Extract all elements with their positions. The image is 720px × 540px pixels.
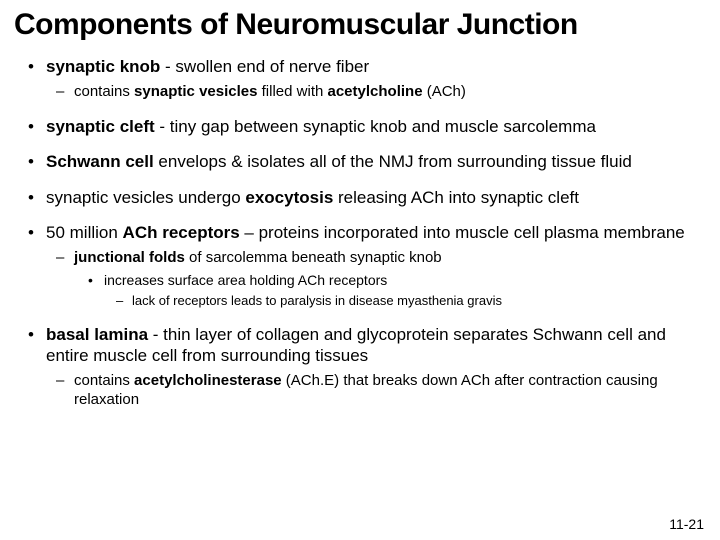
sub-sub-sub-text: lack of receptors leads to paralysis in … bbox=[132, 293, 502, 308]
sub-text: contains bbox=[74, 83, 134, 100]
sub-sub-list: increases surface area holding ACh recep… bbox=[74, 272, 706, 310]
bullet-list: synaptic knob - swollen end of nerve fib… bbox=[14, 56, 706, 410]
bullet-text-bold: ACh receptors bbox=[123, 223, 240, 242]
sub-text: of sarcolemma beneath synaptic knob bbox=[185, 249, 442, 266]
bullet-text-bold: synaptic cleft bbox=[46, 117, 155, 136]
sub-text-bold: acetylcholine bbox=[328, 83, 423, 100]
sub-text-bold: junctional folds bbox=[74, 249, 185, 266]
bullet-text: - tiny gap between synaptic knob and mus… bbox=[155, 117, 596, 136]
bullet-text-bold: Schwann cell bbox=[46, 152, 154, 171]
bullet-text: envelops & isolates all of the NMJ from … bbox=[154, 152, 632, 171]
sub-text-bold: synaptic vesicles bbox=[134, 83, 257, 100]
sub-list: contains acetylcholinesterase (ACh.E) th… bbox=[46, 372, 706, 410]
page-number: 11-21 bbox=[669, 516, 704, 532]
bullet-item: Schwann cell envelops & isolates all of … bbox=[14, 151, 706, 172]
bullet-text: releasing ACh into synaptic cleft bbox=[333, 188, 579, 207]
bullet-text: – proteins incorporated into muscle cell… bbox=[240, 223, 685, 242]
bullet-text-bold: basal lamina bbox=[46, 325, 148, 344]
sub-sub-sub-list: lack of receptors leads to paralysis in … bbox=[104, 293, 706, 309]
sub-bullet-item: contains acetylcholinesterase (ACh.E) th… bbox=[46, 372, 706, 410]
sub-text: filled with bbox=[257, 83, 327, 100]
sub-list: contains synaptic vesicles filled with a… bbox=[46, 83, 706, 102]
bullet-item: synaptic cleft - tiny gap between synapt… bbox=[14, 116, 706, 137]
bullet-item: 50 million ACh receptors – proteins inco… bbox=[14, 222, 706, 310]
sub-text-bold: acetylcholinesterase bbox=[134, 372, 282, 389]
sub-sub-text: increases surface area holding ACh recep… bbox=[104, 272, 387, 288]
bullet-item: synaptic vesicles undergo exocytosis rel… bbox=[14, 187, 706, 208]
bullet-item: basal lamina - thin layer of collagen an… bbox=[14, 324, 706, 410]
sub-sub-sub-bullet-item: lack of receptors leads to paralysis in … bbox=[104, 293, 706, 309]
sub-text: contains bbox=[74, 372, 134, 389]
bullet-item: synaptic knob - swollen end of nerve fib… bbox=[14, 56, 706, 102]
sub-bullet-item: junctional folds of sarcolemma beneath s… bbox=[46, 249, 706, 310]
bullet-text: synaptic vesicles undergo bbox=[46, 188, 245, 207]
sub-sub-bullet-item: increases surface area holding ACh recep… bbox=[74, 272, 706, 310]
sub-text: (ACh) bbox=[423, 83, 466, 100]
bullet-text: - swollen end of nerve fiber bbox=[160, 57, 369, 76]
sub-list: junctional folds of sarcolemma beneath s… bbox=[46, 249, 706, 310]
bullet-text-bold: synaptic knob bbox=[46, 57, 160, 76]
bullet-text: 50 million bbox=[46, 223, 123, 242]
bullet-text-bold: exocytosis bbox=[245, 188, 333, 207]
sub-bullet-item: contains synaptic vesicles filled with a… bbox=[46, 83, 706, 102]
slide-title: Components of Neuromuscular Junction bbox=[14, 8, 706, 42]
